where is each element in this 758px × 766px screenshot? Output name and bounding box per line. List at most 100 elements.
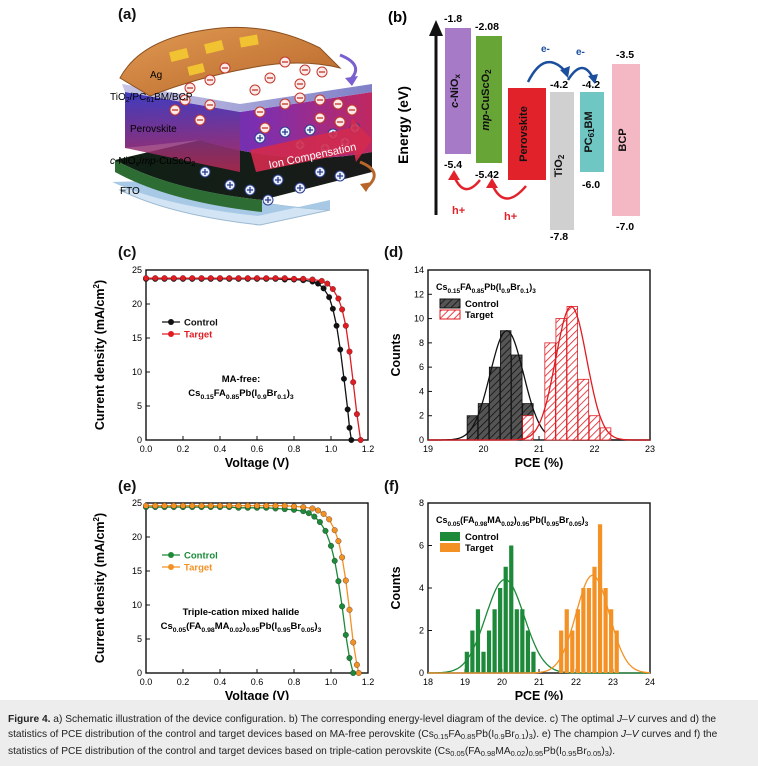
data-point-target — [318, 277, 325, 284]
y-tick-label: 10 — [132, 600, 142, 610]
y-tick-label: 20 — [132, 299, 142, 309]
jv-curve-chart-ma-free: 0.0 0.2 0.4 0.6 0.8 1.0 1.2 0 5 10 15 20 25 Voltage (… — [92, 265, 374, 470]
x-tick-label: 0.2 — [177, 677, 190, 687]
pc61bm-top: -4.2 — [582, 79, 600, 91]
y-tick-label: 5 — [137, 401, 142, 411]
electron-transfer-arrow-1 — [526, 60, 567, 83]
legend-marker — [168, 552, 174, 558]
histogram-bar-control — [464, 651, 469, 673]
y-tick-label: 0 — [137, 668, 142, 678]
chart-title: Cs0.05(FA0.98MA0.02)0.95Pb(I0.95Br0.05)3 — [436, 515, 589, 528]
data-point-target — [272, 275, 279, 282]
label-etl: TiO2/PC61BM/BCP — [110, 92, 193, 104]
data-point-target — [346, 606, 353, 613]
legend-marker — [168, 331, 174, 337]
histogram-bar-control — [511, 354, 523, 441]
histogram-bar-target — [575, 609, 580, 673]
y-axis-label: Counts — [390, 566, 403, 609]
data-point-target — [254, 275, 260, 282]
data-point-target — [272, 502, 279, 509]
data-point-control — [337, 346, 344, 353]
data-point-control — [322, 527, 329, 534]
fit-curve-target — [428, 305, 650, 441]
data-point-target — [189, 502, 196, 509]
histogram-bar-control — [509, 545, 514, 673]
y-axis-label: Current density (mA/cm2) — [92, 513, 107, 663]
x-tick-label: 0.8 — [288, 677, 301, 687]
x-tick-label: 20 — [478, 444, 488, 454]
cuscoo2-bottom: -5.42 — [475, 169, 499, 181]
y-tick-label: 10 — [414, 314, 424, 324]
y-tick-label: 2 — [419, 411, 424, 421]
data-point-target — [161, 502, 168, 509]
legend-label: Control — [184, 551, 218, 562]
data-point-target — [152, 502, 159, 509]
y-tick-label: 25 — [132, 498, 142, 508]
histogram-bar-target — [570, 630, 575, 673]
chart-annotation-formula: Cs0.15FA0.85Pb(I0.9Br0.1)3 — [188, 388, 294, 401]
data-point-target — [161, 275, 168, 282]
electron-label-2: e- — [576, 47, 585, 58]
caption-text: ). — [608, 746, 616, 757]
x-tick-label: 1.0 — [325, 444, 338, 454]
data-point-target — [339, 554, 346, 561]
x-tick-label: 0.0 — [140, 444, 153, 454]
histogram-bar-target — [564, 609, 569, 673]
x-tick-label: 19 — [423, 444, 433, 454]
data-point-target — [300, 504, 307, 511]
data-point-control — [342, 631, 349, 638]
legend-marker — [168, 564, 174, 570]
band-pc61bm — [580, 92, 604, 172]
data-point-target — [291, 503, 297, 510]
svg-text:PC61BM: PC61BM — [583, 111, 596, 152]
jv-curve-chart-triple-cation: 0.0 0.2 0.4 0.6 0.8 1.0 1.2 0 5 10 15 20 25 Voltage (… — [92, 498, 375, 703]
histogram-bar-target — [581, 588, 586, 673]
x-tick-label: 23 — [608, 677, 618, 687]
data-point-target — [207, 275, 214, 282]
caption-jv: J–V — [620, 729, 639, 740]
x-tick-label: 0.4 — [214, 444, 227, 454]
legend-swatch — [439, 309, 461, 320]
cuscoo2-top: -2.08 — [475, 21, 499, 33]
x-tick-label: 1.2 — [362, 677, 375, 687]
data-point-target — [244, 502, 251, 509]
data-point-target — [342, 577, 349, 584]
svg-text:mp-CuScO2: mp-CuScO2 — [480, 69, 493, 131]
x-tick-label: 20 — [497, 677, 507, 687]
legend-swatch — [440, 532, 460, 541]
y-tick-label: 0 — [419, 668, 424, 678]
y-tick-label: 2 — [419, 626, 424, 636]
histogram-bar-control — [488, 366, 501, 441]
histogram-bar-target — [597, 524, 603, 673]
histogram-bar-target — [555, 318, 567, 441]
x-tick-label: 0.8 — [288, 444, 301, 454]
series-line-control — [146, 506, 354, 674]
fit-curve-target — [428, 574, 650, 674]
data-point-target — [143, 502, 149, 509]
panel-label-b: (b) — [388, 9, 407, 26]
data-point-target — [300, 275, 307, 282]
histogram-bar-target — [588, 415, 601, 441]
histogram-bar-control — [498, 588, 503, 673]
y-tick-label: 14 — [414, 265, 424, 275]
data-point-target — [350, 639, 357, 646]
data-point-target — [357, 437, 364, 443]
panel-label-f: (f) — [384, 478, 399, 495]
y-axis-label: Current density (mA/cm2) — [92, 280, 107, 430]
x-tick-label: 0.6 — [251, 444, 264, 454]
histogram-bar-target — [592, 566, 597, 673]
histogram-bar-control — [500, 330, 512, 441]
data-point-control — [340, 375, 347, 382]
data-point-target — [355, 670, 362, 676]
data-point-target — [217, 502, 223, 509]
panel-label-c: (c) — [118, 244, 137, 261]
data-point-target — [331, 527, 338, 534]
histogram-bar-target — [544, 342, 556, 441]
data-point-target — [198, 275, 205, 282]
hole-transfer-arrow-2 — [490, 183, 527, 200]
data-point-control — [311, 513, 318, 520]
data-point-target — [235, 502, 242, 509]
histogram-bar-control — [514, 609, 519, 673]
y-tick-label: 6 — [419, 362, 424, 372]
x-tick-label: 1.0 — [325, 677, 338, 687]
